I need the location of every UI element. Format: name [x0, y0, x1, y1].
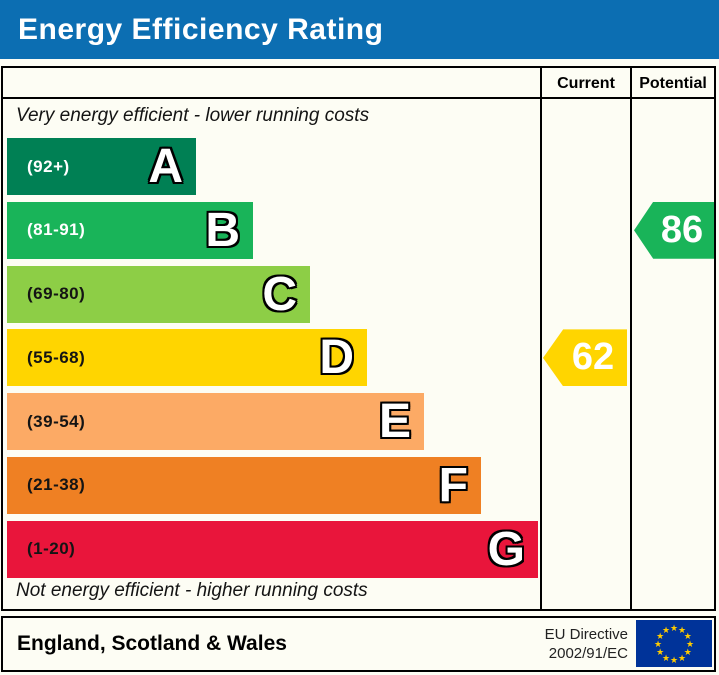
band-letter: E	[378, 395, 411, 449]
top-note: Very energy efficient - lower running co…	[16, 105, 370, 126]
band-row-a: (92+) A	[7, 138, 538, 195]
band-bar: (81-91) B	[7, 201, 253, 259]
page-title: Energy Efficiency Rating	[18, 13, 384, 46]
current-rating-arrow: 62	[543, 329, 627, 387]
band-range-label: (55-68)	[27, 347, 86, 367]
eu-directive-line1: EU Directive	[544, 626, 628, 643]
band-letter: C	[262, 267, 297, 321]
column-header-potential: Potential	[639, 75, 707, 92]
band-range-label: (21-38)	[27, 475, 86, 495]
band-row-f: (21-38) F	[7, 456, 538, 514]
band-bar: (1-20) G	[7, 520, 538, 578]
band-bar: (39-54) E	[7, 393, 424, 451]
rating-table: Current Potential Very energy efficient …	[1, 66, 716, 611]
band-bar: (69-80) C	[7, 265, 310, 323]
band-range-label: (92+)	[27, 156, 70, 176]
band-letter: G	[487, 522, 525, 576]
band-letter: A	[148, 140, 183, 193]
band-row-d: (55-68) D	[7, 329, 538, 387]
potential-column-divider	[630, 68, 632, 609]
potential-rating-value: 86	[660, 208, 704, 251]
table-header-row: Current Potential	[3, 68, 714, 99]
eu-directive-label: EU Directive 2002/91/EC	[545, 625, 628, 663]
band-letter: D	[319, 331, 354, 385]
band-bar: (21-38) F	[7, 456, 481, 514]
title-bar: Energy Efficiency Rating	[0, 0, 719, 59]
band-row-e: (39-54) E	[7, 393, 538, 451]
eu-flag-icon: ★ ★ ★ ★ ★ ★ ★ ★ ★ ★ ★ ★	[636, 620, 712, 667]
band-range-label: (39-54)	[27, 411, 86, 431]
band-letter: B	[205, 203, 240, 257]
band-rows: (92+) A (81-91) B (69-80) C (55-68) D (3…	[7, 138, 538, 585]
region-label: England, Scotland & Wales	[17, 632, 287, 655]
footer: England, Scotland & Wales EU Directive 2…	[1, 616, 716, 672]
band-letter: F	[438, 458, 468, 512]
band-row-c: (69-80) C	[7, 265, 538, 323]
band-range-label: (69-80)	[27, 284, 86, 304]
eu-directive-line2: 2002/91/EC	[548, 645, 628, 662]
band-range-label: (1-20)	[27, 539, 76, 559]
current-column-divider	[540, 68, 542, 609]
band-row-b: (81-91) B	[7, 201, 538, 259]
current-rating-value: 62	[571, 336, 615, 379]
potential-rating-arrow: 86	[634, 201, 714, 259]
band-range-label: (81-91)	[27, 220, 86, 240]
bottom-note: Not energy efficient - higher running co…	[16, 580, 368, 601]
band-row-g: (1-20) G	[7, 520, 538, 578]
column-header-current: Current	[557, 75, 615, 92]
band-bar: (55-68) D	[7, 329, 367, 387]
band-bar: (92+) A	[7, 138, 196, 195]
